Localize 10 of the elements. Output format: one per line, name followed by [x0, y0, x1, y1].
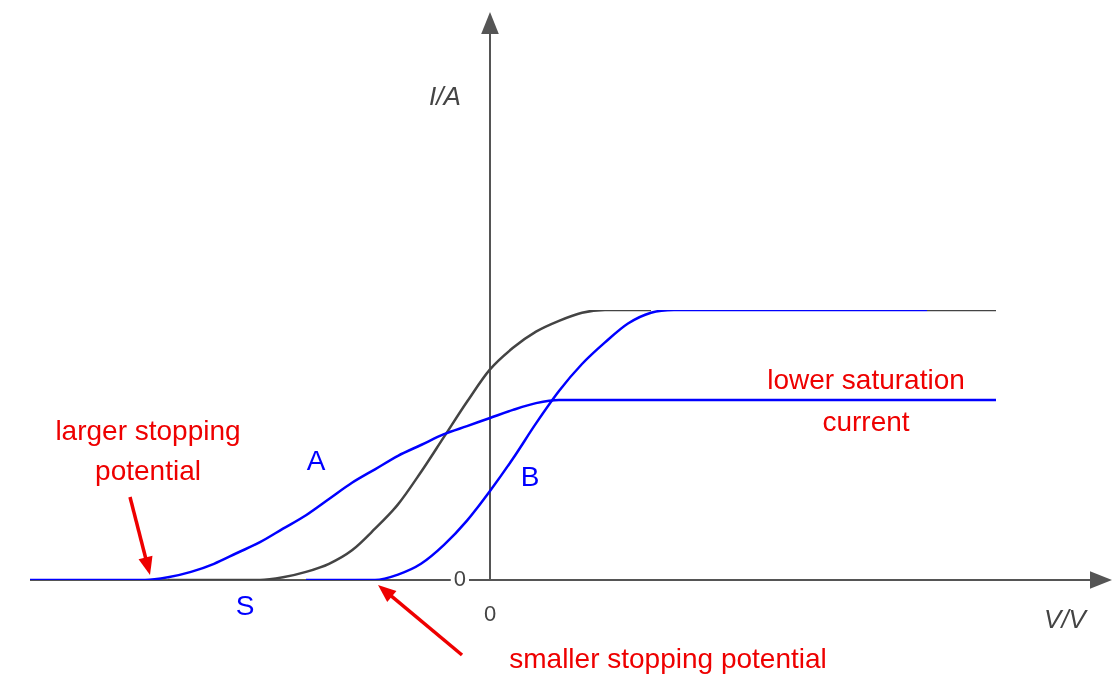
text: S — [235, 589, 255, 621]
series-label: B — [520, 460, 540, 492]
series-label: A — [306, 444, 326, 476]
annotation: 0 — [453, 566, 466, 592]
annotation: lower saturation current — [767, 363, 965, 437]
text: 0 — [483, 601, 497, 627]
text: I/A — [429, 81, 461, 112]
text: smaller stopping potential — [509, 642, 827, 674]
x-axis-title: V/V — [1044, 604, 1089, 635]
annotation: larger stopping potential — [55, 414, 241, 486]
